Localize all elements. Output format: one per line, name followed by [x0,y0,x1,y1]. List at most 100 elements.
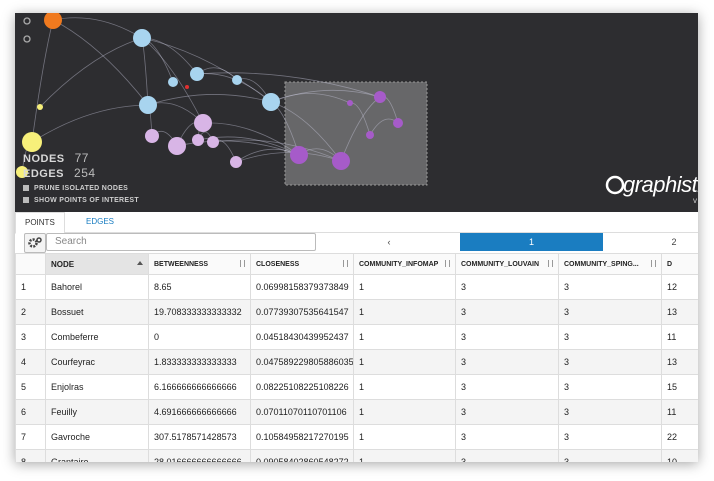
table-cell: 1 [353,399,456,425]
node [190,67,204,81]
nodes-count: 77 [74,151,89,165]
table-cell: 3 [558,374,662,400]
column-header[interactable]: COMMUNITY_LOUVAIN [455,253,559,275]
column-header[interactable]: NODE [45,253,149,275]
column-header[interactable]: CLOSENESS [250,253,354,275]
table-cell: 0.07739307535641547 [250,299,354,325]
table-cell: 3 [455,374,559,400]
edge [31,19,54,143]
table-cell: 0.07011070110701106 [250,399,354,425]
table-row: 7 Gavroche 307.5178571428573 0.105849582172… [15,424,698,450]
sort-icon [651,260,656,267]
table-cell: 1 [353,424,456,450]
table-cell: 3 [455,274,559,300]
node [366,131,374,139]
table-row: 6 Feuilly 4.691666666666666 0.0701107011070… [15,399,698,425]
logo: graphistr [623,172,698,197]
edge [31,104,149,143]
node [37,104,43,110]
table-cell: 3 [455,299,559,325]
column-header[interactable]: COMMUNITY_INFOMAP [353,253,456,275]
table-cell: 1 [353,274,456,300]
table-cell: 3 [558,399,662,425]
table-row: 8 Grantaire 28.016666666666666 0.0905840286… [15,449,698,462]
table-cell: 1.833333333333333 [148,349,251,375]
table-row: 1 Bahorel 8.65 0.06998158379373849 1 3 3 12 [15,274,698,300]
table-cell: 3 [455,399,559,425]
edge [235,152,342,163]
edge [196,72,381,98]
option-label: PRUNE ISOLATED NODES [34,185,129,192]
table-cell: 3 [558,299,662,325]
table-cell: 0.047589229805886035 [250,349,354,375]
table-cell: 1 [353,349,456,375]
edge [212,139,342,162]
tab-bar: POINTS EDGES [15,212,698,234]
option[interactable]: SHOW POINTS OF INTEREST [23,197,139,204]
row-index: 1 [15,274,46,300]
search-input[interactable]: Search [46,233,316,251]
table-cell: 3 [558,324,662,350]
gear [36,237,42,243]
edge [39,37,143,108]
column-header[interactable]: COMMUNITY_SPING... [558,253,662,275]
node [230,156,242,168]
node [168,77,178,87]
table-cell: 15 [661,374,698,400]
node [262,93,280,111]
checkbox[interactable] [23,185,29,191]
app-window: NODES 77 EDGES 254 PRUNE ISOLATED NODES SH… [15,13,698,462]
tab[interactable]: EDGES [86,217,115,226]
table-cell: 1 [353,324,456,350]
table-cell: 13 [661,299,698,325]
nodes-stat: NODES 77 [23,151,89,165]
table-cell: 307.5178571428573 [148,424,251,450]
page-current[interactable]: 1 [460,233,603,251]
column-header[interactable]: BETWEENNESS [148,253,251,275]
table-cell: Feuilly [45,399,149,425]
table-cell: 1 [353,449,456,462]
checkbox[interactable] [23,197,29,203]
node [332,152,350,170]
table-cell: 0.10584958217270195 [250,424,354,450]
zoom-icon [23,17,31,25]
node [185,85,189,89]
header-row: NODE BETWEENNESS CLOSENESS COMMUNITY_INFOMA… [15,253,698,275]
option[interactable]: PRUNE ISOLATED NODES [23,185,128,192]
sort-icon [240,260,245,267]
graph-canvas[interactable] [15,13,698,212]
table-container: NODE BETWEENNESS CLOSENESS COMMUNITY_INFOMA… [15,253,698,462]
option-label: SHOW POINTS OF INTEREST [34,197,139,204]
tab[interactable]: POINTS [15,212,65,234]
table-row: 2 Bossuet 19.708333333333332 0.077393075356… [15,299,698,325]
page-link[interactable]: 2 [671,237,677,247]
edge [141,37,149,106]
center-icon [23,35,31,43]
table-cell: 1 [353,299,456,325]
table-cell: 0.04518430439952437 [250,324,354,350]
node [139,96,157,114]
graph-view[interactable]: NODES 77 EDGES 254 PRUNE ISOLATED NODES SH… [15,13,698,212]
edge [176,140,300,156]
node [393,118,403,128]
table-cell: 12 [661,274,698,300]
column-header[interactable]: D [661,253,698,275]
page-prev[interactable]: ‹ [387,237,391,247]
table-cell: 4.691666666666666 [148,399,251,425]
table-cell: Combeferre [45,324,149,350]
table-cell: 3 [558,424,662,450]
edges-label: EDGES [23,168,65,180]
node [16,166,28,178]
table-cell: 0.08225108225108226 [250,374,354,400]
table-cell: 8.65 [148,274,251,300]
table-cell: 10 [661,449,698,462]
sort-icon [343,260,348,267]
table-cell: 0.09058402860548272 [250,449,354,462]
node [290,146,308,164]
table-cell: Courfeyrac [45,349,149,375]
settings-button[interactable] [24,233,46,253]
table-cell: 3 [558,349,662,375]
node [232,75,242,85]
row-index: 7 [15,424,46,450]
